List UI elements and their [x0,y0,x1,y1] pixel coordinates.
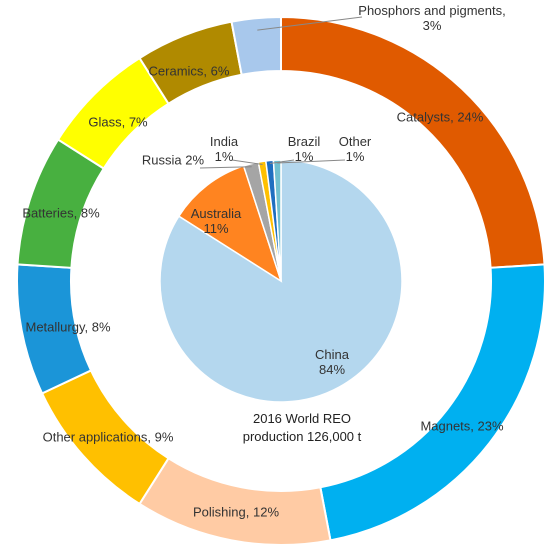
leader-russia [199,166,252,169]
donut-slice-polishing [138,456,332,546]
donut-label-other-applications: Other applications, 9% [43,430,174,445]
donut-label-polishing: Polishing, 12% [193,505,279,520]
donut-label-phosphors-and-pigments: Phosphors and pigments, 3% [358,3,505,33]
production-pie [159,159,403,403]
leader-india [231,159,263,165]
application-donut [16,15,546,546]
donut-label-metallurgy: Metallurgy, 8% [25,320,110,335]
donut-label-batteries: Batteries, 8% [22,206,100,221]
leader-phosphors [257,16,363,31]
pie-label-other: Other 1% [339,134,372,164]
pie-label-brazil: Brazil 1% [288,134,321,164]
leader-other [277,159,346,164]
center-label-line1: 2016 World REO [253,411,351,426]
pie-slice-other [272,159,282,282]
pie-label-india: India 1% [210,134,239,164]
donut-label-glass: Glass, 7% [88,115,148,130]
center-label-line2: production 126,000 t [243,429,362,444]
pie-label-australia: Australia 11% [191,206,242,236]
donut-label-magnets: Magnets, 23% [420,419,504,434]
pie-label-russia: Russia 2% [142,153,205,168]
donut-label-ceramics: Ceramics, 6% [149,64,230,79]
leader-lines [199,16,363,169]
leader-brazil [269,159,295,165]
donut-label-catalysts: Catalysts, 24% [397,110,484,125]
donut-slice-phosphors-and-pigments [230,15,282,76]
pie-label-china: China 84% [315,347,350,377]
slice-labels: Catalysts, 24% Magnets, 23% Polishing, 12%… [22,3,505,520]
